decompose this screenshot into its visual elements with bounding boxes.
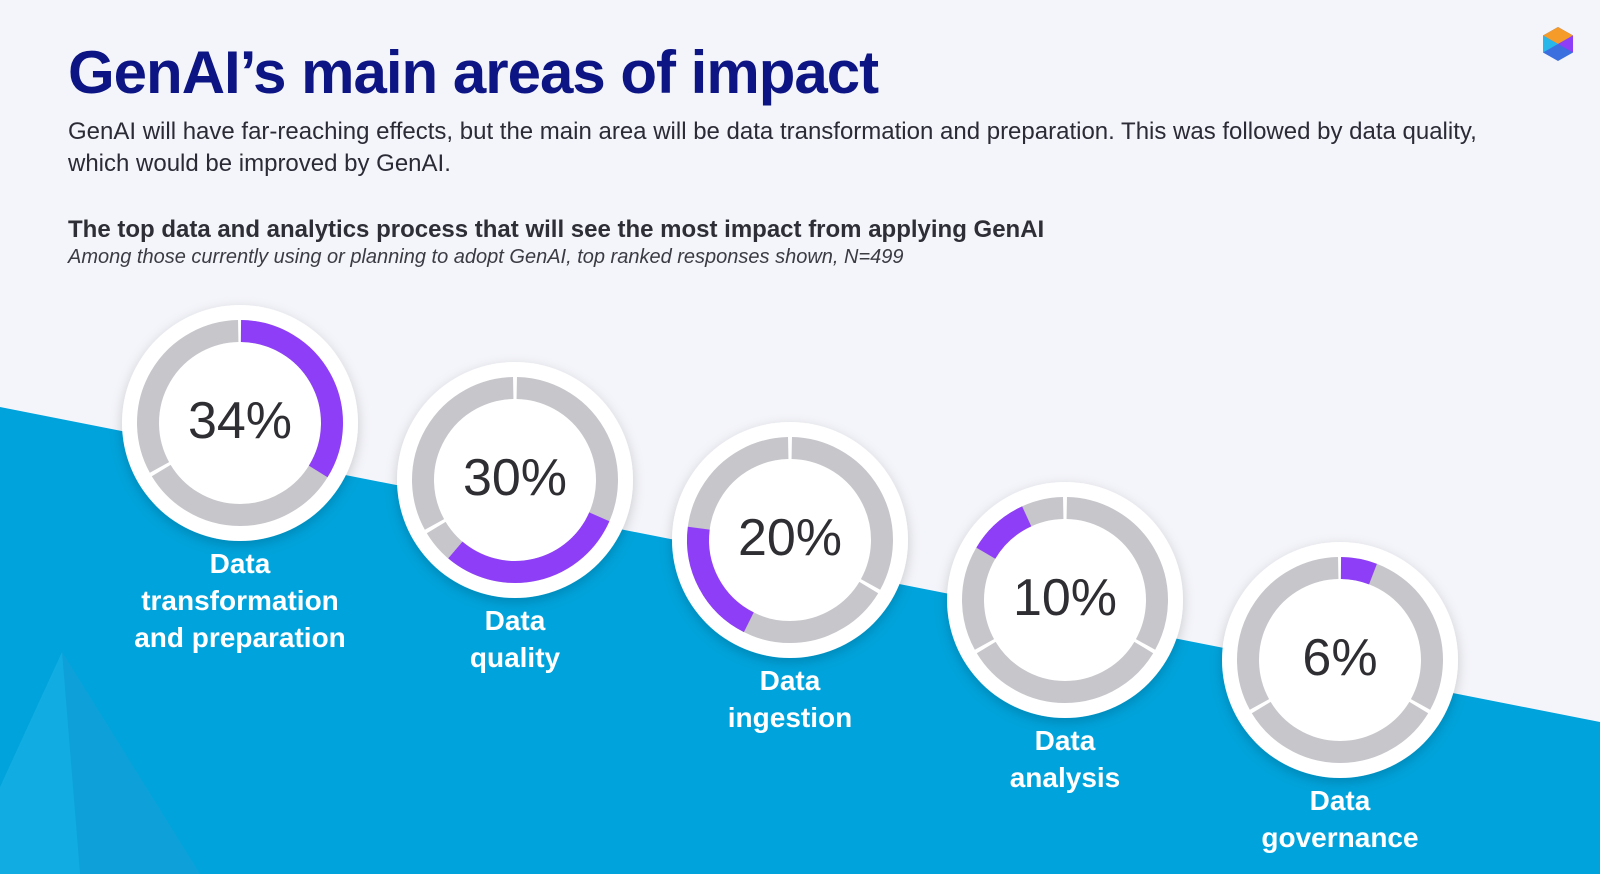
donut-value-label: 30% [463,449,567,507]
donut-track-segment [137,320,239,473]
decorative-pyramid-shade [62,652,200,874]
category-label-line: and preparation [134,622,346,653]
donut-value-label: 34% [188,392,292,450]
category-label-line: governance [1261,822,1418,853]
donut-track-segment [976,641,1154,703]
donut-4: 10% Data analysis [947,482,1183,793]
category-label-line: analysis [1010,762,1121,793]
category-label-line: Data [210,548,271,579]
donut-value-arc [240,320,343,478]
category-label-line: ingestion [728,702,852,733]
donut-track-segment [516,377,618,530]
donut-value-label: 10% [1013,569,1117,627]
donut-track-segment [412,377,514,530]
category-label-line: Data [760,665,821,696]
donut-track-segment [791,437,893,590]
donut-value-label: 6% [1302,629,1377,687]
donut-1: 34% Data transformation and preparation [122,305,358,653]
donut-5: 6% Data governance [1222,542,1458,853]
category-label-line: Data [485,605,546,636]
page-title: GenAI’s main areas of impact [68,39,879,106]
donut-value-arc [1340,557,1377,585]
donut-value-arc [448,512,610,583]
donut-value-label: 20% [738,509,842,567]
category-label-line: Data [1035,725,1096,756]
chart-title: The top data and analytics process that … [68,216,1045,243]
category-label-line: Data [1310,785,1371,816]
category-label-line: quality [470,642,561,673]
donut-3: 20% Data ingestion [672,422,908,733]
page-subtitle: GenAI will have far-reaching effects, bu… [68,118,1477,177]
category-label-line: transformation [141,585,339,616]
donut-track-segment [151,464,329,526]
donut-track-segment [1237,557,1339,710]
chart-note: Among those currently using or planning … [68,246,904,268]
donut-track-segment [1066,497,1168,650]
hexagon-logo-icon [1543,27,1573,61]
donut-value-arc [687,526,755,633]
donut-value-arc [976,506,1032,560]
donut-track-segment [1251,701,1429,763]
donut-2: 30% Data quality [397,362,633,673]
donut-track-segment [962,497,1064,650]
